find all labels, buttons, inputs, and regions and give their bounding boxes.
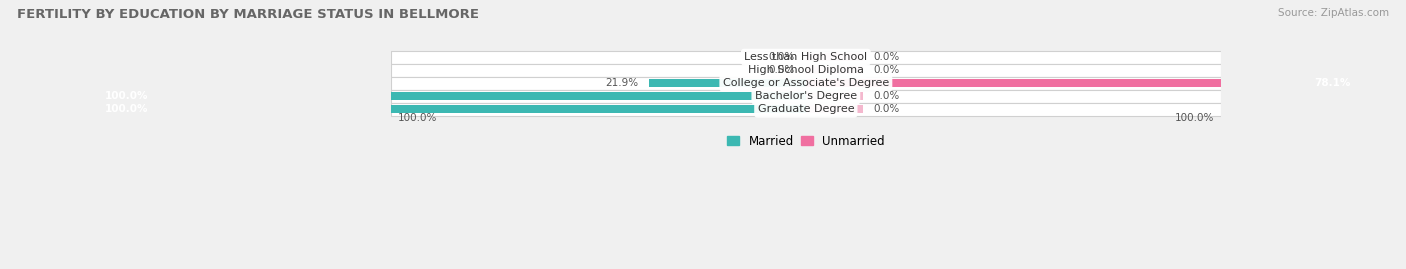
Bar (391, 90, 1220, 103)
Text: 100.0%: 100.0% (398, 114, 437, 123)
Bar (806, 79, 1365, 87)
Text: 100.0%: 100.0% (104, 104, 148, 114)
Text: Source: ZipAtlas.com: Source: ZipAtlas.com (1278, 8, 1389, 18)
Text: FERTILITY BY EDUCATION BY MARRIAGE STATUS IN BELLMORE: FERTILITY BY EDUCATION BY MARRIAGE STATU… (17, 8, 479, 21)
Bar (391, 103, 1220, 116)
Bar (90, 92, 806, 100)
Bar (391, 77, 1220, 90)
Text: 0.0%: 0.0% (769, 65, 796, 75)
Bar (806, 105, 863, 113)
Bar (391, 51, 1220, 63)
Text: High School Diploma: High School Diploma (748, 65, 863, 75)
Bar (391, 63, 1220, 77)
Text: 0.0%: 0.0% (769, 52, 796, 62)
Bar (806, 92, 863, 100)
Bar (377, 77, 1236, 90)
Text: Graduate Degree: Graduate Degree (758, 104, 855, 114)
Text: 100.0%: 100.0% (104, 91, 148, 101)
Bar (90, 105, 806, 113)
Text: 0.0%: 0.0% (875, 65, 900, 75)
Bar (377, 51, 1236, 63)
Text: Bachelor's Degree: Bachelor's Degree (755, 91, 856, 101)
Text: 100.0%: 100.0% (1174, 114, 1213, 123)
Bar (806, 53, 863, 61)
Bar (377, 103, 1236, 116)
Legend: Married, Unmarried: Married, Unmarried (723, 130, 890, 153)
Text: 78.1%: 78.1% (1315, 78, 1351, 88)
Bar (806, 66, 863, 74)
Bar (650, 79, 806, 87)
Text: Less than High School: Less than High School (744, 52, 868, 62)
Text: College or Associate's Degree: College or Associate's Degree (723, 78, 889, 88)
Text: 0.0%: 0.0% (875, 91, 900, 101)
Bar (377, 63, 1236, 77)
Text: 21.9%: 21.9% (605, 78, 638, 88)
Text: 0.0%: 0.0% (875, 52, 900, 62)
Text: 0.0%: 0.0% (875, 104, 900, 114)
Bar (377, 90, 1236, 103)
